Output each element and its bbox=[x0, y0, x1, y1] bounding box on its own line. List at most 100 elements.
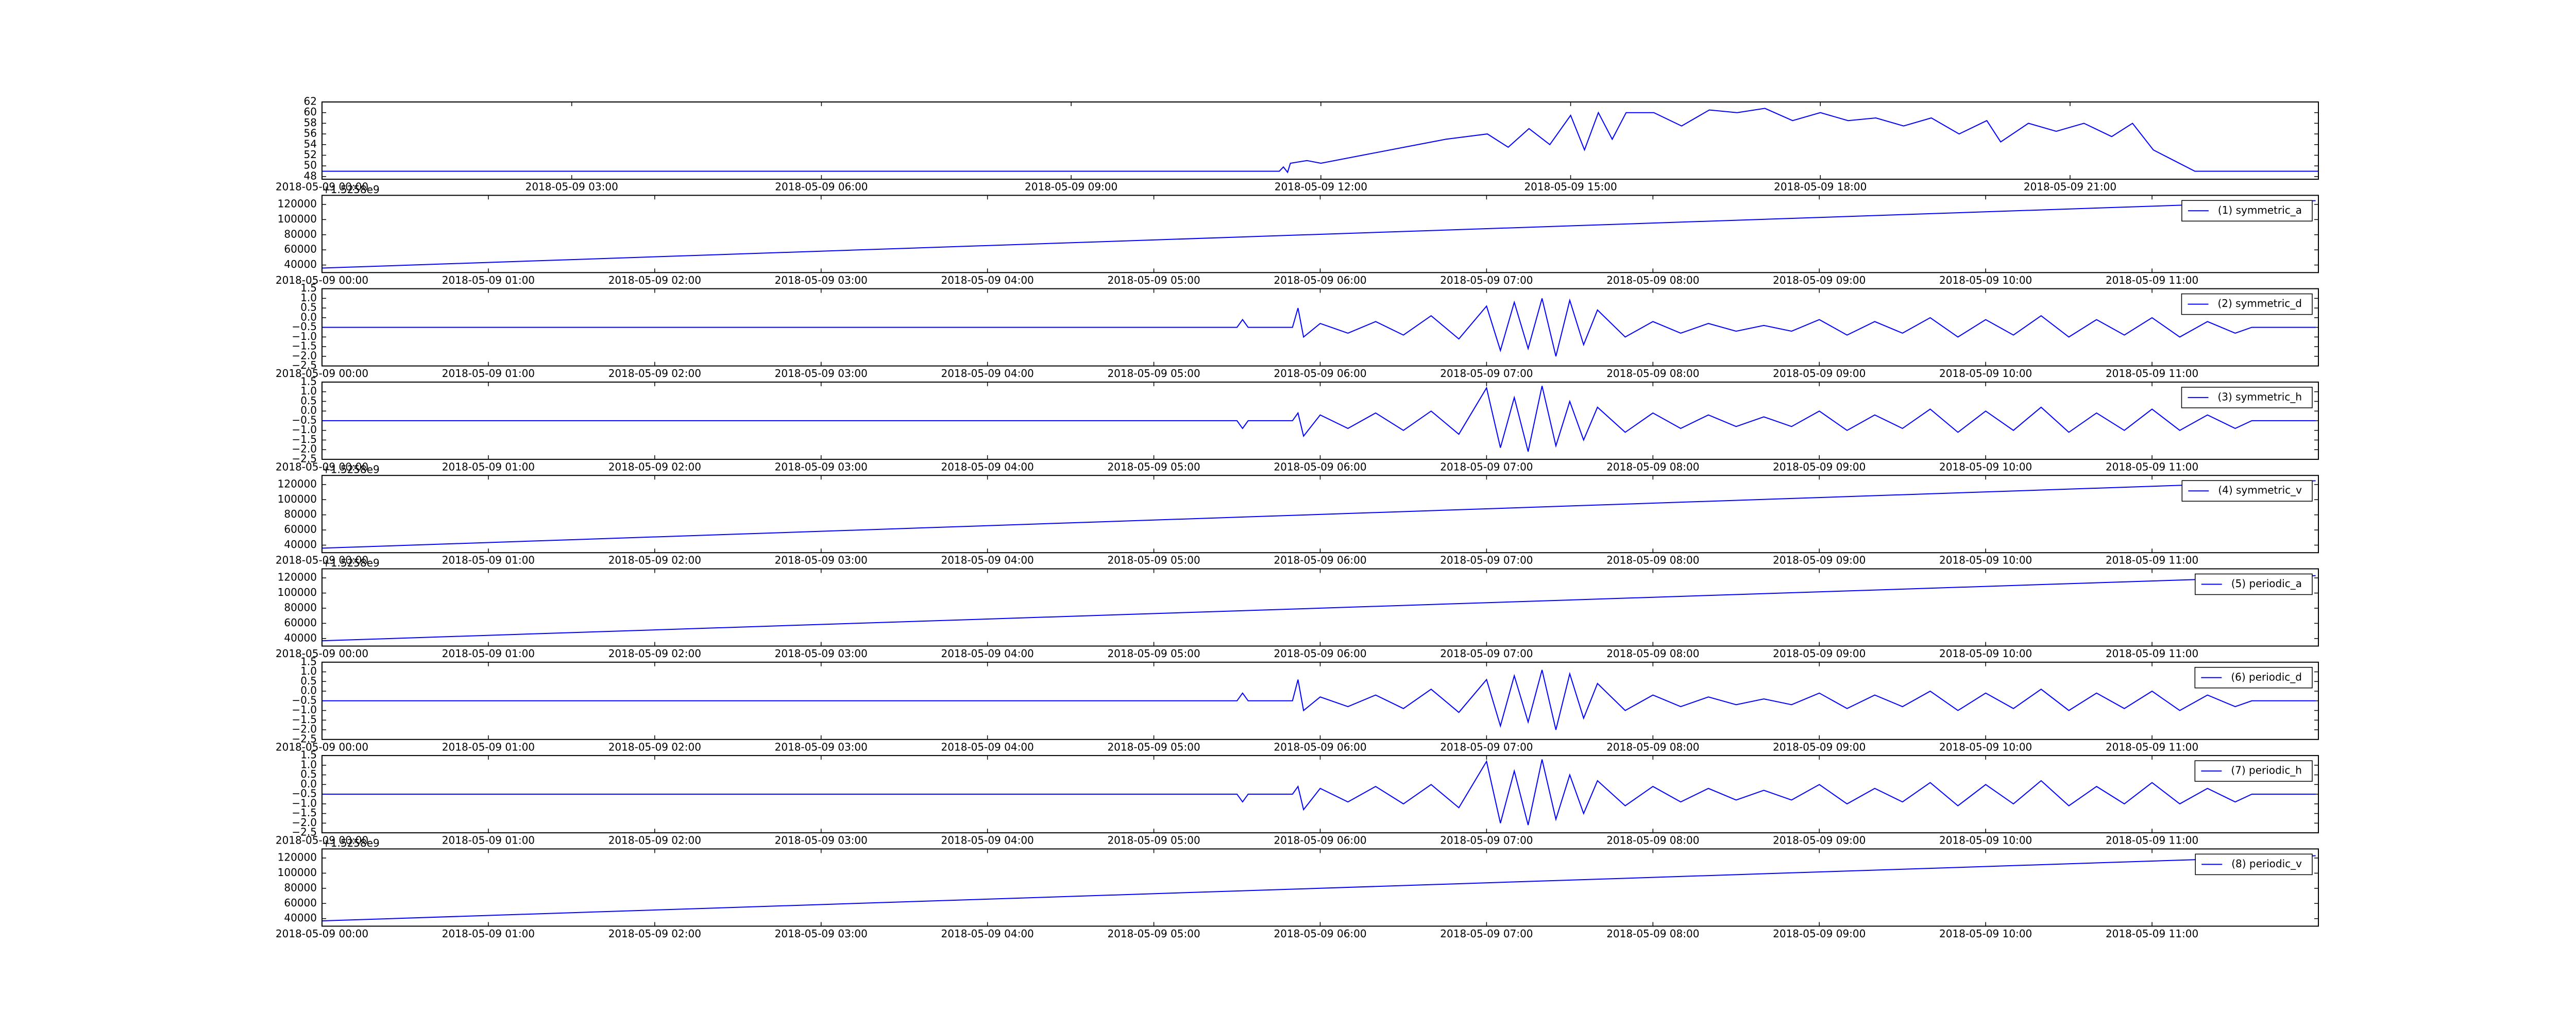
axes-frame bbox=[321, 288, 2319, 367]
legend-label: (1) symmetric_a bbox=[2218, 204, 2302, 216]
y-tick-label: 120000 bbox=[278, 851, 317, 864]
x-tick-label: 2018-05-09 06:00 bbox=[1274, 647, 1366, 660]
y-tick-label: 0.0 bbox=[300, 404, 317, 417]
y-tick-label: 1.5 bbox=[300, 749, 317, 761]
y-tick-label: 60000 bbox=[284, 523, 317, 536]
y-tick-label: −1.0 bbox=[292, 797, 317, 809]
y-tick-label: −0.5 bbox=[292, 414, 317, 426]
x-tick-label: 2018-05-09 09:00 bbox=[1773, 647, 1866, 660]
y-tick-label: 1.0 bbox=[300, 758, 317, 770]
y-tick-label: −1.0 bbox=[292, 703, 317, 716]
data-line bbox=[321, 200, 2316, 269]
x-tick-label: 2018-05-09 09:00 bbox=[1773, 367, 1866, 380]
y-tick-label: −2.0 bbox=[292, 723, 317, 735]
x-tick-label: 2018-05-09 08:00 bbox=[1606, 741, 1699, 753]
x-tick-label: 2018-05-09 00:00 bbox=[276, 181, 368, 193]
x-tick-label: 2018-05-09 09:00 bbox=[1773, 554, 1866, 566]
axes-frame bbox=[321, 475, 2319, 554]
y-tick-label: 1.0 bbox=[300, 291, 317, 304]
x-tick-label: 2018-05-09 06:00 bbox=[775, 181, 868, 193]
x-tick-label: 2018-05-09 10:00 bbox=[1939, 367, 2032, 380]
x-tick-label: 2018-05-09 04:00 bbox=[941, 460, 1034, 473]
y-tick-label: −1.5 bbox=[292, 806, 317, 819]
x-tick-label: 2018-05-09 01:00 bbox=[442, 834, 535, 847]
y-tick-label: 62 bbox=[304, 95, 317, 108]
legend-label: (7) periodic_h bbox=[2231, 764, 2302, 777]
y-tick-label: −2.5 bbox=[292, 732, 317, 745]
y-tick-label: 54 bbox=[304, 138, 317, 150]
y-tick-label: 1.5 bbox=[300, 375, 317, 387]
y-tick-label: 48 bbox=[304, 169, 317, 182]
x-tick-label: 2018-05-09 09:00 bbox=[1773, 460, 1866, 473]
y-tick-label: 80000 bbox=[284, 508, 317, 520]
axes-frame bbox=[321, 381, 2319, 460]
y-tick-label: 0.5 bbox=[300, 394, 317, 407]
y-tick-label: 60000 bbox=[284, 243, 317, 255]
x-tick-label: 2018-05-09 05:00 bbox=[1107, 460, 1200, 473]
y-tick-label: 1.0 bbox=[300, 665, 317, 677]
y-tick-label: 40000 bbox=[284, 538, 317, 551]
x-tick-label: 2018-05-09 15:00 bbox=[1524, 181, 1617, 193]
y-tick-label: −1.5 bbox=[292, 340, 317, 352]
data-line bbox=[322, 298, 2316, 357]
x-tick-label: 2018-05-09 01:00 bbox=[442, 647, 535, 660]
y-tick-label: 0.5 bbox=[300, 301, 317, 314]
x-tick-label: 2018-05-09 06:00 bbox=[1274, 741, 1366, 753]
x-tick-label: 2018-05-09 01:00 bbox=[442, 367, 535, 380]
x-tick-label: 2018-05-09 06:00 bbox=[1274, 367, 1366, 380]
x-tick-label: 2018-05-09 04:00 bbox=[941, 274, 1034, 286]
x-tick-label: 2018-05-09 11:00 bbox=[2106, 647, 2198, 660]
x-tick-label: 2018-05-09 18:00 bbox=[1774, 181, 1867, 193]
y-tick-label: 60000 bbox=[284, 616, 317, 629]
x-tick-label: 2018-05-09 07:00 bbox=[1440, 274, 1533, 286]
x-tick-label: 2018-05-09 11:00 bbox=[2106, 741, 2198, 753]
offset-text: +1.5258e9 bbox=[322, 557, 380, 569]
legend-label: (6) periodic_d bbox=[2231, 671, 2302, 683]
axes-frame bbox=[321, 195, 2319, 273]
y-tick-label: 0.0 bbox=[300, 311, 317, 323]
x-tick-label: 2018-05-09 00:00 bbox=[276, 460, 368, 473]
x-tick-label: 2018-05-09 01:00 bbox=[442, 928, 535, 940]
y-tick-label: −1.5 bbox=[292, 713, 317, 726]
legend-label: (5) periodic_a bbox=[2231, 577, 2302, 590]
axes-frame bbox=[321, 661, 2319, 740]
axes-frame bbox=[321, 848, 2319, 927]
y-tick-label: 120000 bbox=[278, 571, 317, 583]
x-tick-label: 2018-05-09 03:00 bbox=[775, 274, 868, 286]
x-tick-label: 2018-05-09 05:00 bbox=[1107, 928, 1200, 940]
x-tick-label: 2018-05-09 11:00 bbox=[2106, 928, 2198, 940]
x-tick-label: 2018-05-09 02:00 bbox=[608, 274, 701, 286]
x-tick-label: 2018-05-09 02:00 bbox=[608, 741, 701, 753]
x-tick-label: 2018-05-09 04:00 bbox=[941, 367, 1034, 380]
legend-label: (8) periodic_v bbox=[2231, 857, 2302, 870]
x-tick-label: 2018-05-09 03:00 bbox=[775, 367, 868, 380]
x-tick-label: 2018-05-09 02:00 bbox=[608, 647, 701, 660]
x-tick-label: 2018-05-09 04:00 bbox=[941, 647, 1034, 660]
y-tick-label: 60000 bbox=[284, 897, 317, 909]
x-tick-label: 2018-05-09 03:00 bbox=[775, 460, 868, 473]
x-tick-label: 2018-05-09 06:00 bbox=[1274, 554, 1366, 566]
y-tick-label: 1.5 bbox=[300, 655, 317, 667]
x-tick-label: 2018-05-09 07:00 bbox=[1440, 460, 1533, 473]
y-tick-label: 120000 bbox=[278, 477, 317, 490]
offset-text: +1.5258e9 bbox=[322, 464, 380, 476]
x-tick-label: 2018-05-09 08:00 bbox=[1606, 274, 1699, 286]
x-tick-label: 2018-05-09 05:00 bbox=[1107, 554, 1200, 566]
x-tick-label: 2018-05-09 03:00 bbox=[775, 834, 868, 847]
y-tick-label: 100000 bbox=[278, 586, 317, 598]
y-tick-label: 0.5 bbox=[300, 675, 317, 687]
y-tick-label: −2.5 bbox=[292, 452, 317, 465]
y-tick-label: 58 bbox=[304, 116, 317, 129]
x-tick-label: 2018-05-09 05:00 bbox=[1107, 274, 1200, 286]
y-tick-label: −2.5 bbox=[292, 359, 317, 371]
x-tick-label: 2018-05-09 01:00 bbox=[442, 554, 535, 566]
axes-frame bbox=[321, 568, 2319, 647]
y-tick-label: 40000 bbox=[284, 258, 317, 270]
x-tick-label: 2018-05-09 00:00 bbox=[276, 647, 368, 660]
x-tick-label: 2018-05-09 00:00 bbox=[276, 928, 368, 940]
offset-text: +1.5258e9 bbox=[322, 183, 380, 196]
x-tick-label: 2018-05-09 06:00 bbox=[1274, 460, 1366, 473]
x-tick-label: 2018-05-09 02:00 bbox=[608, 554, 701, 566]
